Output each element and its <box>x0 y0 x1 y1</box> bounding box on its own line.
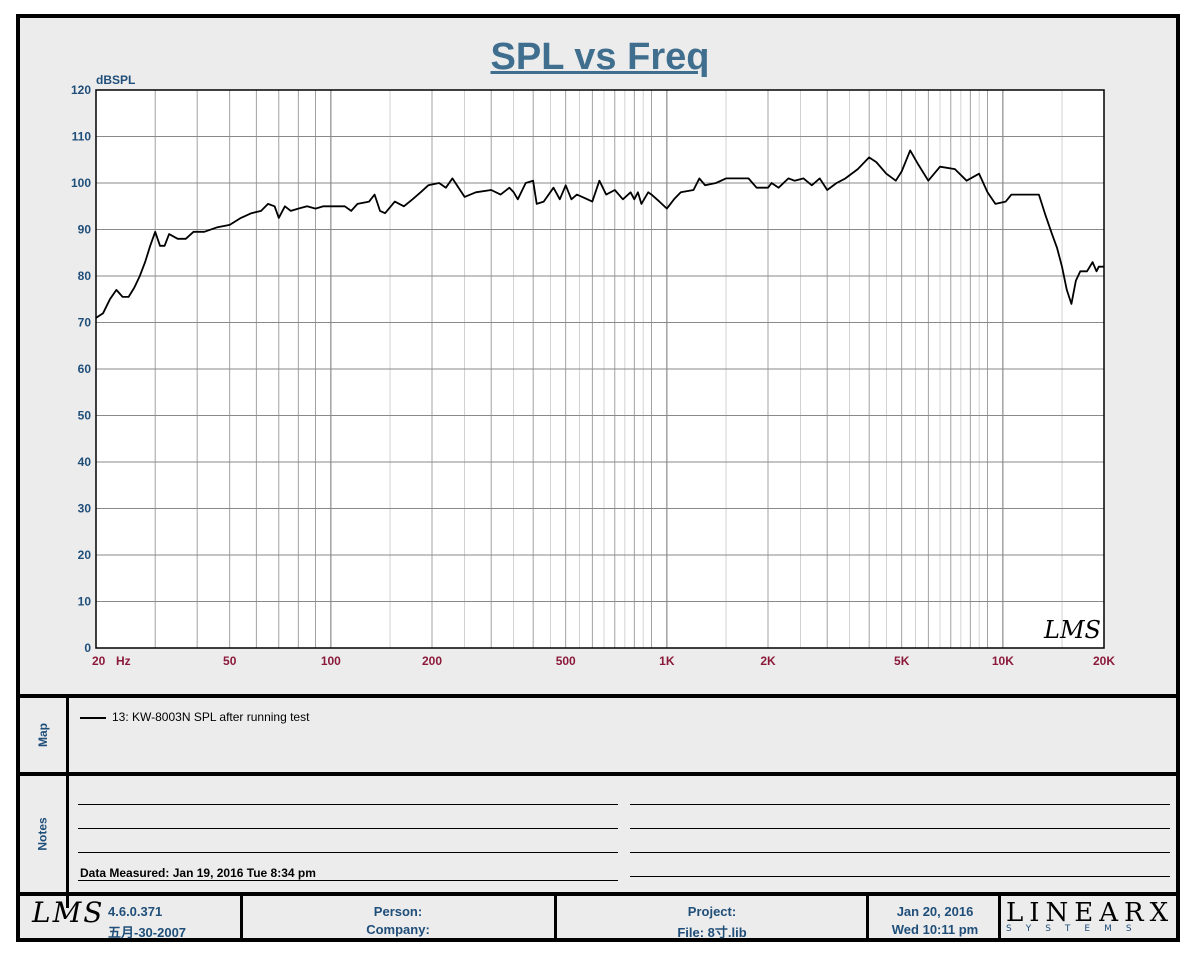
report-time: Wed 10:11 pm <box>891 922 979 937</box>
build-date: 五月-30-2007 <box>108 925 187 940</box>
notes-section-label: Notes <box>20 776 66 892</box>
y-tick-label: 80 <box>78 269 92 283</box>
y-tick-label: 120 <box>71 83 91 97</box>
grid <box>95 89 1105 649</box>
report-date: Jan 20, 2016 <box>896 904 974 919</box>
legend-entry: 13: KW-8003N SPL after running test <box>80 710 309 724</box>
series-group <box>95 149 1104 319</box>
company-label: Company: <box>366 922 430 937</box>
spl-chart: 0 10 20 30 40 50 60 70 80 90 100 110 120 20 50 100 200 5… <box>71 73 1115 668</box>
y-axis-label: dBSPL <box>96 73 135 87</box>
lms-logo: LMS <box>32 896 105 929</box>
linearx-brand-sub: SYSTEMS <box>1006 924 1146 934</box>
footer-divider <box>240 896 243 942</box>
x-tick-label: 20K <box>1093 654 1115 668</box>
x-tick-label: 50 <box>223 654 237 668</box>
plot-title: SPL vs Freq <box>490 36 710 78</box>
y-tick-label: 40 <box>78 455 92 469</box>
y-tick-label: 30 <box>78 502 92 516</box>
y-tick-label: 110 <box>72 130 92 144</box>
x-tick-label: 5K <box>894 654 910 668</box>
y-tick-label: 100 <box>71 176 91 190</box>
project-label: Project: <box>687 904 737 919</box>
legend-entry-text: 13: KW-8003N SPL after running test <box>112 710 310 724</box>
map-label-text: Map <box>36 723 50 747</box>
report-frame: SPL vs Freq 0 10 20 30 40 50 60 70 80 90 100 110 120… <box>16 14 1180 942</box>
version: 4.6.0.371 <box>108 904 163 919</box>
x-tick-label: 100 <box>321 654 341 668</box>
x-tick-label: 10K <box>992 654 1014 668</box>
y-tick-label: 90 <box>78 223 92 237</box>
y-tick-label: 60 <box>78 362 92 376</box>
note-line <box>630 876 1170 877</box>
data-measured-value: Jan 19, 2016 Tue 8:34 pm <box>172 866 316 880</box>
divider-map-top <box>20 694 1176 698</box>
file-label: File: 8寸.lib <box>677 925 747 940</box>
x-tick-label: 20 <box>92 654 106 668</box>
x-axis-unit-label: Hz <box>116 654 131 668</box>
lms-plot-logo: LMS <box>1043 616 1101 644</box>
footer-divider <box>998 896 1001 942</box>
divider-notes-top <box>20 772 1176 776</box>
note-line <box>78 804 618 805</box>
plot-panel: SPL vs Freq 0 10 20 30 40 50 60 70 80 90 100 110 120… <box>20 18 1176 694</box>
linearx-brand: LINEARX <box>1006 898 1175 928</box>
map-section-label: Map <box>20 698 66 772</box>
y-tick-label: 70 <box>78 316 92 330</box>
legend-line-swatch <box>80 716 106 719</box>
divider-footer-top <box>20 892 1176 896</box>
x-tick-labels: 20 50 100 200 500 1K 2K 5K 10K 20K <box>92 654 1115 668</box>
x-tick-label: 2K <box>760 654 776 668</box>
x-tick-label: 1K <box>659 654 675 668</box>
divider-side <box>66 698 69 908</box>
footer-divider <box>554 896 557 942</box>
y-tick-labels: 0 10 20 30 40 50 60 70 80 90 100 110 120 <box>71 83 91 655</box>
linearx-logo: LINEARX SYSTEMS <box>1006 898 1176 934</box>
data-measured: Data Measured: Jan 19, 2016 Tue 8:34 pm <box>80 866 316 880</box>
x-tick-label: 200 <box>422 654 442 668</box>
note-line <box>78 828 618 829</box>
note-line <box>78 880 618 881</box>
y-tick-label: 0 <box>84 641 91 655</box>
x-tick-label: 500 <box>556 654 576 668</box>
y-tick-label: 10 <box>78 595 92 609</box>
data-measured-prefix: Data Measured: <box>80 866 170 880</box>
note-line <box>630 828 1170 829</box>
series-line <box>95 149 1104 319</box>
footer-divider <box>866 896 869 942</box>
y-tick-label: 20 <box>78 548 92 562</box>
y-tick-label: 50 <box>78 409 92 423</box>
plot-area <box>95 89 1105 649</box>
note-line <box>630 852 1170 853</box>
person-label: Person: <box>373 904 423 919</box>
note-line <box>78 852 618 853</box>
note-line <box>630 804 1170 805</box>
notes-label-text: Notes <box>36 817 50 851</box>
